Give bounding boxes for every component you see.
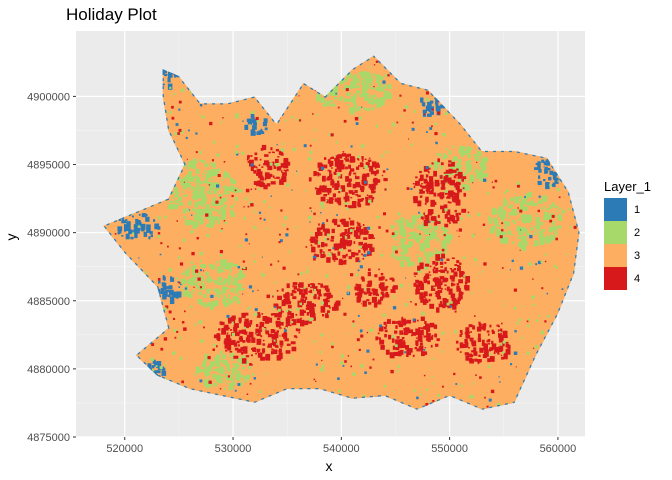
legend-title: Layer_1 xyxy=(604,179,651,194)
legend-key-4 xyxy=(604,267,627,290)
legend-key-2 xyxy=(604,221,627,244)
raster-cluster-2 xyxy=(162,158,243,229)
raster-edge xyxy=(103,55,580,410)
raster-cluster-4 xyxy=(413,253,470,313)
y-axis-ticks: 4875000 4880000 4885000 4890000 4895000 49000… xyxy=(27,91,76,444)
raster-cluster-4 xyxy=(308,151,388,209)
raster-cluster-1 xyxy=(244,114,268,136)
raster-cluster-2 xyxy=(180,259,246,310)
x-axis-ticks: 520000 530000 540000 550000 560000 xyxy=(106,437,576,455)
y-tick-label: 4880000 xyxy=(27,364,70,376)
chart-title: Holiday Plot xyxy=(66,5,157,24)
legend-label-1: 1 xyxy=(634,204,640,216)
raster-cluster-4 xyxy=(213,312,301,364)
legend-label-2: 2 xyxy=(634,227,640,239)
legend-key-1 xyxy=(604,198,627,221)
legend-key-3 xyxy=(604,244,627,267)
y-tick-label: 4885000 xyxy=(27,296,70,308)
y-axis-title: y xyxy=(3,234,19,241)
raster-region xyxy=(103,55,580,410)
y-tick-label: 4890000 xyxy=(27,228,70,240)
x-tick-label: 560000 xyxy=(540,443,577,455)
legend: Layer_1 1 2 3 4 xyxy=(604,179,651,290)
y-tick-label: 4895000 xyxy=(27,160,70,172)
x-tick-label: 530000 xyxy=(215,443,252,455)
y-tick-label: 4900000 xyxy=(27,91,70,103)
x-tick-label: 520000 xyxy=(106,443,143,455)
raster-cluster-2 xyxy=(195,350,251,391)
legend-label-4: 4 xyxy=(634,273,640,285)
raster-cluster-4 xyxy=(246,144,291,190)
x-axis-title: x xyxy=(326,458,333,474)
legend-label-3: 3 xyxy=(634,250,640,262)
x-tick-label: 540000 xyxy=(323,443,360,455)
raster-cluster-4 xyxy=(354,271,398,308)
y-tick-label: 4875000 xyxy=(27,432,70,444)
x-tick-label: 550000 xyxy=(431,443,468,455)
raster-cluster-1 xyxy=(117,213,161,240)
raster-layer xyxy=(103,55,580,410)
